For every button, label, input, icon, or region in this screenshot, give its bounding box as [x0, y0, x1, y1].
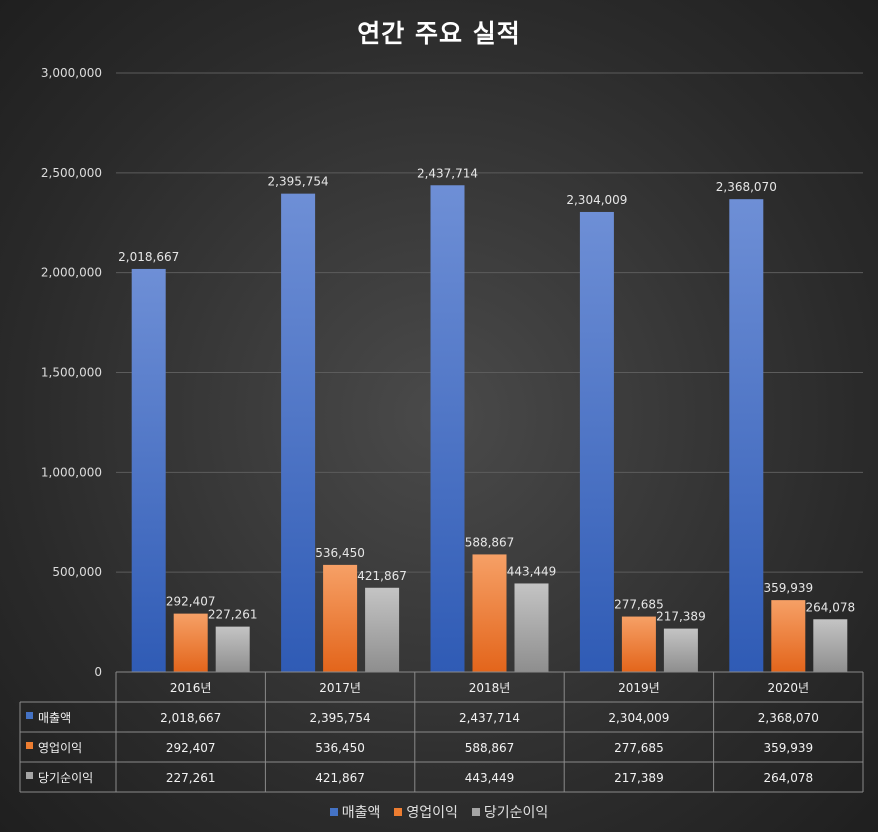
legend-item: 영업이익	[394, 802, 458, 822]
y-tick-label: 0	[94, 665, 102, 679]
data-label: 2,304,009	[566, 193, 627, 207]
table-cell: 2,437,714	[459, 711, 520, 725]
bar	[813, 619, 848, 672]
bar	[281, 193, 316, 673]
bar	[621, 616, 656, 672]
legend-label: 영업이익	[406, 805, 458, 821]
legend-key-swatch	[26, 742, 33, 749]
legend: 매출액 영업이익 당기순이익	[0, 802, 878, 822]
data-label: 588,867	[465, 535, 515, 549]
y-tick-label: 2,000,000	[41, 266, 102, 280]
bar	[729, 199, 764, 672]
chart-area: 0 500,000 1,000,000 1,500,000 2,000,000 2,500…	[19, 66, 864, 793]
data-label: 2,395,754	[268, 175, 329, 189]
bar	[663, 628, 698, 672]
data-label: 2,368,070	[716, 180, 777, 194]
data-label: 536,450	[315, 546, 365, 560]
legend-swatch	[394, 808, 403, 816]
y-tick-label: 1,000,000	[41, 465, 102, 479]
y-tick-label: 3,000,000	[41, 66, 102, 80]
table-cell: 443,449	[465, 771, 515, 785]
bar	[472, 554, 507, 672]
bar	[579, 211, 614, 673]
bar	[215, 626, 250, 672]
table-cell: 217,389	[614, 771, 664, 785]
bar	[365, 587, 400, 672]
table-cell: 264,078	[763, 771, 813, 785]
y-tick-label: 2,500,000	[41, 166, 102, 180]
bar	[430, 185, 465, 672]
table-cell: 421,867	[315, 771, 365, 785]
y-tick-label: 1,500,000	[41, 366, 102, 380]
category-label: 2017년	[319, 681, 361, 695]
data-label: 2,437,714	[417, 166, 478, 180]
data-label: 292,407	[166, 595, 216, 609]
data-label: 443,449	[507, 564, 557, 578]
category-label: 2019년	[618, 681, 660, 695]
row-header: 매출액	[38, 711, 71, 725]
bar	[131, 268, 166, 672]
category-label: 2018년	[469, 681, 511, 695]
legend-label: 매출액	[341, 805, 381, 821]
category-label: 2016년	[170, 681, 212, 695]
bar	[771, 600, 806, 672]
chart-title: 연간 주요 실적	[357, 19, 521, 48]
table-cell: 2,304,009	[608, 711, 669, 725]
table-cell: 588,867	[465, 741, 515, 755]
row-header: 영업이익	[38, 741, 82, 755]
legend-key-swatch	[26, 712, 33, 719]
data-label: 217,389	[656, 610, 706, 624]
category-label: 2020년	[768, 681, 810, 695]
data-label: 277,685	[614, 598, 664, 612]
legend-swatch	[329, 808, 338, 816]
legend-swatch	[471, 808, 480, 816]
table-cell: 227,261	[166, 771, 216, 785]
table-cell: 2,018,667	[160, 711, 221, 725]
legend-key-swatch	[26, 772, 33, 779]
data-label: 359,939	[763, 581, 813, 595]
y-tick-label: 500,000	[52, 565, 102, 579]
legend-label: 당기순이익	[483, 805, 549, 821]
data-label: 227,261	[208, 608, 258, 622]
table-cell: 2,395,754	[310, 711, 371, 725]
table-cell: 277,685	[614, 741, 664, 755]
bar	[323, 564, 358, 672]
legend-item: 당기순이익	[471, 802, 549, 822]
bar	[514, 583, 549, 672]
data-label: 2,018,667	[118, 250, 179, 264]
data-label: 421,867	[357, 569, 407, 583]
legend-item: 매출액	[329, 802, 381, 822]
bar	[173, 613, 208, 672]
row-header: 당기순이익	[38, 771, 93, 785]
table-cell: 2,368,070	[758, 711, 819, 725]
table-cell: 359,939	[763, 741, 813, 755]
table-cell: 536,450	[315, 741, 365, 755]
data-label: 264,078	[805, 600, 855, 614]
table-cell: 292,407	[166, 741, 216, 755]
